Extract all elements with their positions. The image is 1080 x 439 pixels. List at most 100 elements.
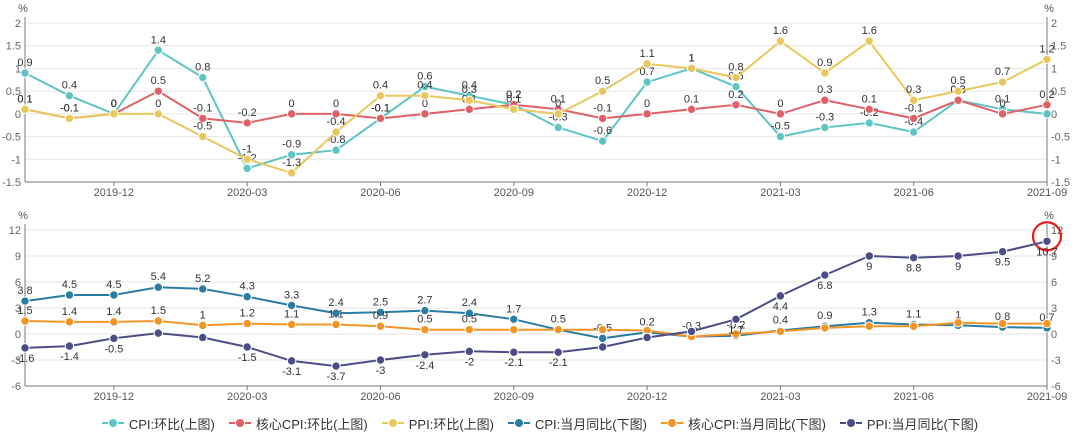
data-label: 0.2 — [506, 89, 521, 101]
data-point — [375, 321, 386, 331]
data-point — [597, 113, 608, 124]
data-point — [286, 319, 297, 330]
data-label: -2 — [464, 356, 474, 368]
data-label: 0 — [289, 98, 295, 110]
data-label: 1.1 — [639, 48, 654, 60]
legend: CPI:环比(上图) 核心CPI:环比(上图) PPI:环比(上图) CPI:当… — [0, 410, 1080, 436]
series-line — [24, 48, 1048, 170]
highlight-circle — [1031, 221, 1063, 252]
data-point — [64, 341, 75, 351]
data-label: -2.1 — [504, 357, 523, 369]
data-label: 0.2 — [1039, 89, 1054, 101]
chart-panel-1: 2 2 1.5 1.5 1 1 0.5 0.5 0 0 -0.5 -0.5 -1 -1 -1.5 -1.5%%… — [2, 3, 1070, 199]
y-tick-label-right: 9 — [1051, 251, 1057, 263]
data-point — [20, 343, 30, 353]
data-label: 0.1 — [17, 93, 32, 105]
data-point — [509, 314, 519, 324]
y-tick-label-right: 6 — [1051, 277, 1057, 289]
data-point — [64, 290, 75, 300]
legend-item-cpi-yoy[interactable]: CPI:当月同比(下图) — [508, 414, 647, 433]
data-label: 0.9 — [817, 57, 832, 69]
y-tick-label: 1.5 — [6, 41, 21, 53]
legend-item-cpi-mom[interactable]: CPI:环比(上图) — [101, 414, 215, 433]
data-label: 1.2 — [1039, 43, 1054, 55]
data-label: 0.1 — [995, 93, 1010, 105]
data-point — [64, 90, 75, 101]
data-point — [597, 86, 608, 96]
data-point — [420, 109, 430, 119]
data-label: -0.1 — [60, 102, 79, 114]
data-label: 0.1 — [17, 93, 32, 105]
y-tick-label: 1 — [15, 63, 21, 75]
data-point — [20, 296, 30, 306]
data-point — [464, 308, 475, 318]
y-tick-label: 12 — [9, 225, 21, 237]
data-point — [153, 328, 164, 338]
chart-panel-2: 12 129 96 63 30 0-3 -3-6 -6% %2019-12 2020-03 2020… — [9, 210, 1067, 403]
data-point — [242, 163, 252, 174]
y-tick-label: -3 — [11, 355, 21, 367]
data-label: -3.7 — [327, 371, 346, 383]
data-point — [331, 127, 341, 137]
data-label: 1.6 — [773, 25, 788, 37]
y-tick-label: 0 — [15, 329, 21, 341]
data-point — [109, 333, 119, 344]
data-point — [597, 136, 608, 146]
data-point — [153, 316, 164, 326]
data-point — [375, 90, 386, 101]
data-point — [953, 318, 963, 328]
x-tick-label: 2021-03 — [760, 391, 800, 403]
data-label: -1.5 — [238, 352, 257, 364]
data-label: 1.5 — [17, 305, 32, 317]
data-point — [908, 95, 919, 105]
data-point — [997, 318, 1008, 329]
data-label: 0.4 — [417, 80, 432, 92]
data-point — [864, 118, 874, 128]
y-tick-label-right: 1.5 — [1051, 41, 1066, 53]
y-tick-label-right: 3 — [1051, 303, 1057, 315]
legend-item-ppi-yoy[interactable]: PPI:当月同比(下图) — [839, 414, 978, 433]
data-label: -3.1 — [282, 366, 301, 378]
data-point — [242, 118, 252, 128]
data-point — [731, 100, 741, 110]
data-label: 0.5 — [462, 314, 477, 326]
data-point — [198, 113, 208, 124]
data-point — [997, 109, 1008, 119]
series-2-3: -1.6 -1.4 -0.5 -1.5 -3.1 -3.7 -3 -2.4 -2 -2.1 -2.1… — [16, 236, 1058, 383]
legend-label: PPI:环比(上图) — [408, 416, 494, 432]
data-point — [1042, 54, 1052, 65]
series-line — [24, 286, 1048, 340]
data-point — [64, 317, 75, 327]
data-point — [908, 321, 919, 331]
data-point — [864, 104, 874, 115]
data-label: 0 — [155, 98, 161, 110]
data-label: -1 — [242, 143, 252, 155]
data-point — [642, 59, 652, 69]
data-label: 10.7 — [1036, 246, 1057, 258]
data-label: 1 — [688, 52, 694, 64]
data-label: -0.2 — [726, 320, 745, 332]
y-tick-label-right: -0.5 — [1051, 132, 1070, 144]
legend-label: CPI:当月同比(下图) — [535, 416, 647, 432]
legend-item-core-cpi-mom[interactable]: 核心CPI:环比(上图) — [228, 414, 368, 433]
data-label: 2.7 — [417, 295, 432, 307]
data-label: 1.2 — [240, 308, 255, 320]
y-tick-label: -6 — [11, 381, 21, 393]
legend-item-ppi-mom[interactable]: PPI:环比(上图) — [381, 414, 494, 433]
data-point — [420, 324, 430, 335]
data-label: 0.9 — [373, 310, 388, 322]
data-label: 4.4 — [773, 301, 788, 313]
data-label: 1.1 — [328, 308, 343, 320]
data-label: -0.5 — [771, 121, 790, 133]
data-point — [597, 333, 608, 344]
data-point — [20, 316, 30, 326]
y-tick-label: -0.5 — [2, 132, 21, 144]
series-1-1: 0.90.401.40.8-1.2-0.9-0.8-0.10.60.40.2-0… — [17, 34, 1052, 174]
x-tick-label: 2020-06 — [360, 391, 400, 403]
legend-item-core-cpi-yoy[interactable]: 核心CPI:当月同比(下图) — [660, 414, 826, 433]
series-2-2: 1.5 1.4 1.4 1.5 1 1.2 1.1 1.1 0.9 0.5 0.5 — [17, 305, 1052, 342]
data-label: 1 — [688, 52, 694, 64]
data-point — [775, 109, 786, 119]
data-label: 0 — [422, 98, 428, 110]
data-point — [286, 356, 297, 366]
